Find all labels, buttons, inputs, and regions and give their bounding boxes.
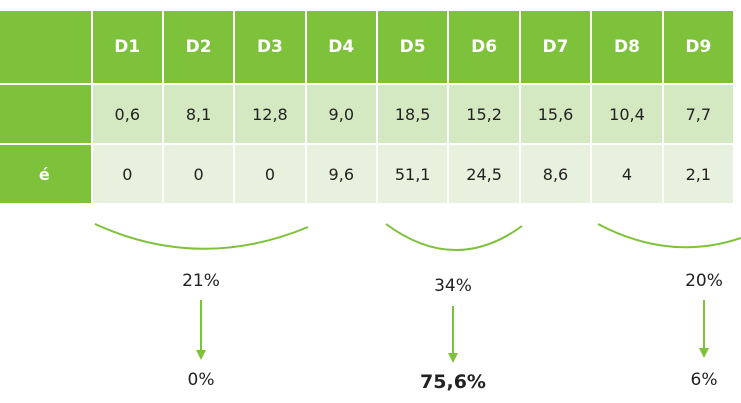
group-2-share: 34% xyxy=(434,276,472,296)
table-cell: 9,0 xyxy=(306,85,376,143)
table-cell: 4 xyxy=(592,145,662,203)
table-cell: 8,6 xyxy=(520,145,591,203)
table-cell: 0 xyxy=(163,145,234,203)
group-brace-3 xyxy=(597,223,741,249)
group-brace-1 xyxy=(94,223,309,250)
header-d2: D2 xyxy=(163,11,234,83)
table-cell: 10,4 xyxy=(592,85,662,143)
table-cell: 15,6 xyxy=(520,85,591,143)
table-cell: 15,2 xyxy=(449,85,519,143)
table-cell: 0 xyxy=(92,145,162,203)
table-cell: 8,1 xyxy=(163,85,234,143)
header-d6: D6 xyxy=(449,11,519,83)
table-row: 0,6 8,1 12,8 9,0 18,5 15,2 15,6 10,4 7,7 xyxy=(0,85,733,143)
table-cell: 2,1 xyxy=(663,145,733,203)
table-cell: 0 xyxy=(235,145,305,203)
header-row: D1 D2 D3 D4 D5 D6 D7 D8 D9 xyxy=(0,11,733,83)
table-cell: 7,7 xyxy=(663,85,733,143)
table-row: é 0 0 0 9,6 51,1 24,5 8,6 4 2,1 xyxy=(0,145,733,203)
group-1-share: 21% xyxy=(182,271,220,291)
header-corner xyxy=(0,11,91,83)
header-d3: D3 xyxy=(235,11,305,83)
header-d8: D8 xyxy=(592,11,662,83)
table-cell: 12,8 xyxy=(235,85,305,143)
group-3-result: 6% xyxy=(690,370,718,390)
header-d9: D9 xyxy=(663,11,733,83)
arrow-head-icon xyxy=(448,353,458,363)
data-table: D1 D2 D3 D4 D5 D6 D7 D8 D9 0,6 8,1 12,8 … xyxy=(0,9,735,205)
row-label xyxy=(0,85,91,143)
header-d7: D7 xyxy=(520,11,591,83)
row-label: é xyxy=(0,145,91,203)
table-cell: 0,6 xyxy=(92,85,162,143)
table-cell: 18,5 xyxy=(377,85,448,143)
header-d1: D1 xyxy=(92,11,162,83)
group-2-result: 75,6% xyxy=(420,371,486,393)
group-3-share: 20% xyxy=(685,271,723,291)
header-d5: D5 xyxy=(377,11,448,83)
group-brace-2 xyxy=(385,223,523,251)
arrow-head-icon xyxy=(699,348,709,358)
group-1-result: 0% xyxy=(187,370,215,390)
header-d4: D4 xyxy=(306,11,376,83)
table-cell: 51,1 xyxy=(377,145,448,203)
table-cell: 9,6 xyxy=(306,145,376,203)
table-cell: 24,5 xyxy=(449,145,519,203)
arrow-head-icon xyxy=(196,350,206,360)
